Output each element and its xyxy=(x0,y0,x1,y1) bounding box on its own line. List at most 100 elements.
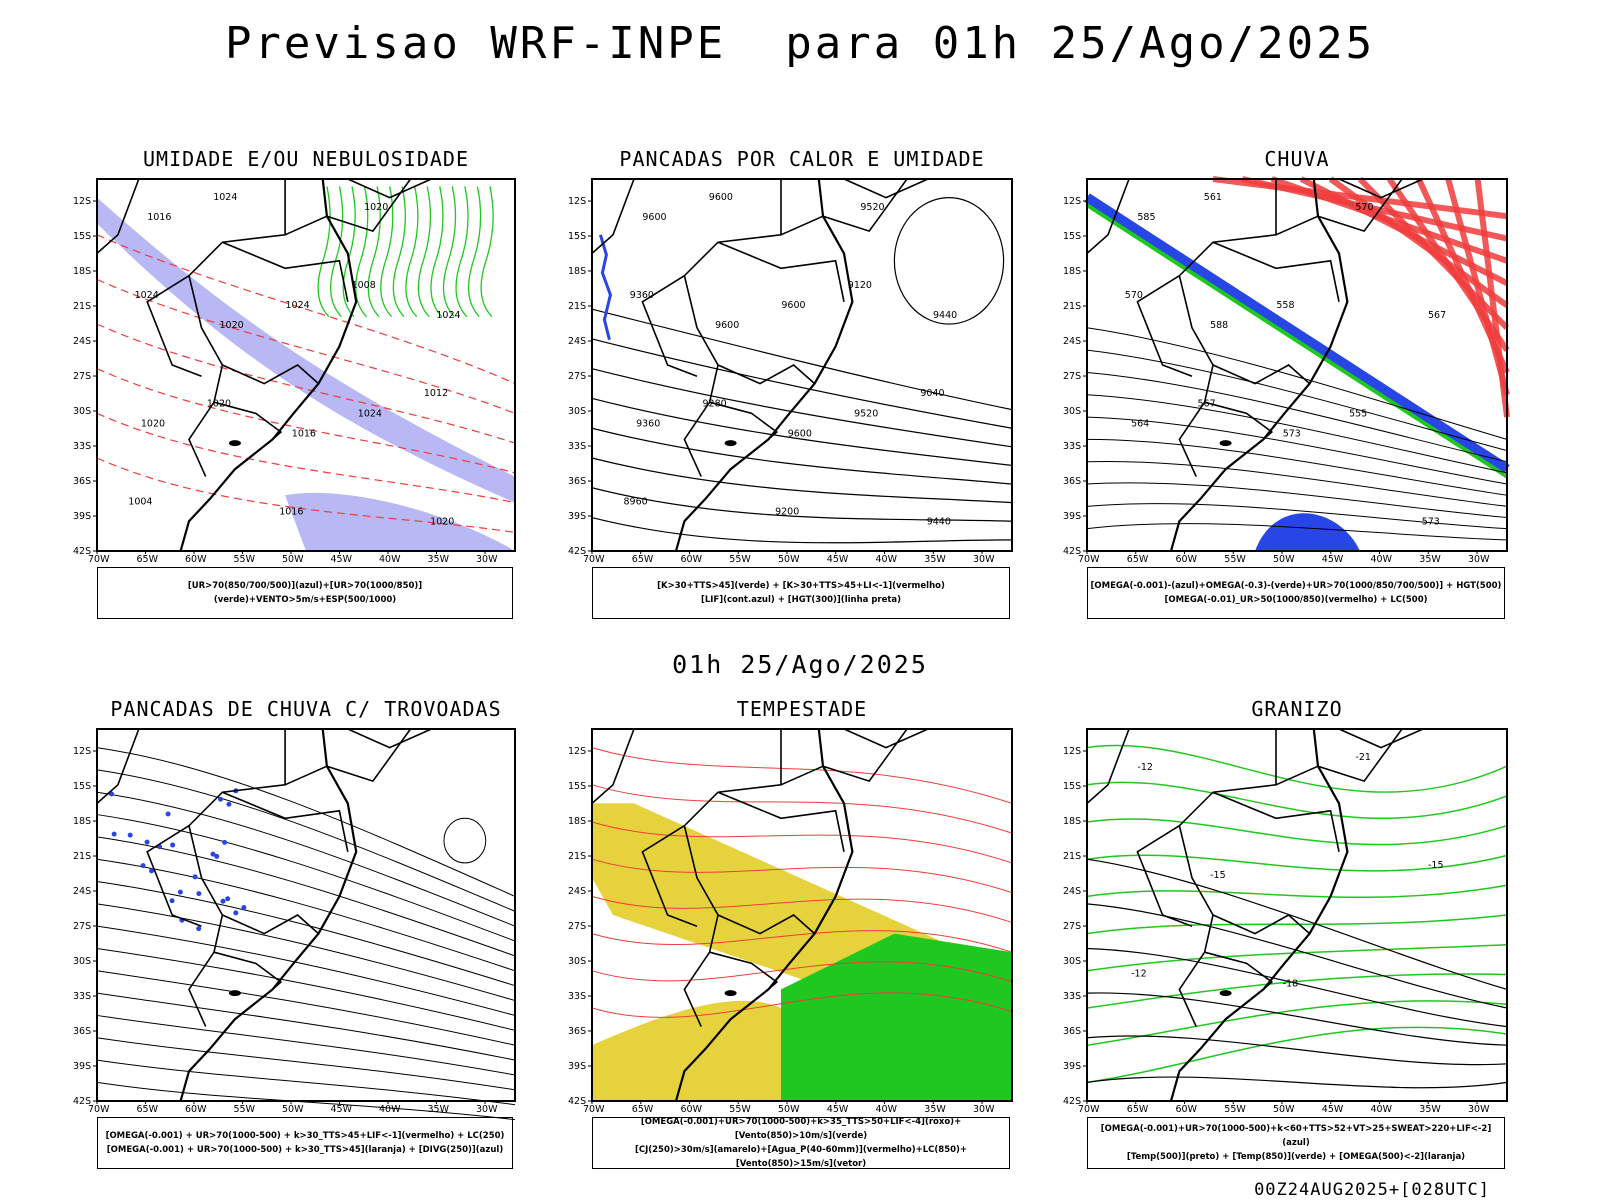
lon-label: 30W xyxy=(973,1104,995,1115)
divergence-spot xyxy=(145,840,150,845)
contour-label: 573 xyxy=(1283,428,1301,439)
green-humidity-contour xyxy=(481,186,493,316)
contour-label: 570 xyxy=(1125,290,1143,301)
lat-label: 18S xyxy=(568,816,586,827)
legend-box-chuva: [OMEGA(-0.001)-(azul)+OMEGA(-0.3)-(verde… xyxy=(1087,567,1505,619)
lat-label: 30S xyxy=(1063,956,1081,967)
lagoon xyxy=(229,990,241,996)
country-border xyxy=(592,729,634,803)
contour-label: 9600 xyxy=(715,320,739,331)
streamline xyxy=(97,748,515,897)
lon-label: 65W xyxy=(137,554,159,565)
country-border xyxy=(1339,729,1423,748)
lat-label: 30S xyxy=(73,956,91,967)
lon-label: 55W xyxy=(1224,1104,1246,1115)
hgt500-contour xyxy=(1087,439,1507,495)
lon-label: 65W xyxy=(137,1104,159,1115)
country-border xyxy=(718,792,844,852)
coastline xyxy=(181,729,357,1101)
country-border xyxy=(781,179,907,235)
divergence-spot xyxy=(141,863,146,868)
lon-label: 60W xyxy=(185,1104,207,1115)
lat-label: 36S xyxy=(568,1026,586,1037)
temp500-contour xyxy=(1087,1077,1507,1088)
lon-label: 45W xyxy=(1322,554,1344,565)
lon-label: 40W xyxy=(379,1104,401,1115)
contour-label: 9040 xyxy=(920,388,944,399)
lat-label: 36S xyxy=(73,476,91,487)
country-border xyxy=(214,952,281,989)
lat-label: 18S xyxy=(73,816,91,827)
contour-label: 9360 xyxy=(636,418,660,429)
contour-label: 9120 xyxy=(848,280,872,291)
map-tempestade: 12S15S18S21S24S27S30S33S36S39S42S70W 65W 6… xyxy=(592,729,1012,1101)
contour-label: 1020 xyxy=(207,398,231,409)
coastline xyxy=(1171,179,1347,551)
green-humidity-contour xyxy=(444,186,456,316)
lat-label: 27S xyxy=(568,921,586,932)
lat-label: 33S xyxy=(568,991,586,1002)
contour-label: 567 xyxy=(1428,310,1446,321)
lat-label: 18S xyxy=(1063,266,1081,277)
streamline xyxy=(97,1015,515,1075)
contour-label: 1004 xyxy=(128,497,152,508)
divergence-spot xyxy=(225,896,230,901)
lagoon xyxy=(725,440,737,446)
temp850-contour xyxy=(1087,782,1507,818)
temp850-contour xyxy=(1087,819,1507,845)
lat-label: 24S xyxy=(568,886,586,897)
lat-label: 30S xyxy=(1063,406,1081,417)
hgt500-contour xyxy=(1087,461,1507,506)
lat-label: 30S xyxy=(568,956,586,967)
panel-title-chuva: CHUVA xyxy=(1047,147,1547,171)
country-border xyxy=(844,179,928,198)
lat-label: 21S xyxy=(568,301,586,312)
lat-label: 18S xyxy=(1063,816,1081,827)
lat-label: 27S xyxy=(568,371,586,382)
lon-label: 50W xyxy=(1273,554,1295,565)
lat-label: 18S xyxy=(73,266,91,277)
lon-label: 60W xyxy=(1176,554,1198,565)
lon-label: 55W xyxy=(234,1104,256,1115)
contour-label: 585 xyxy=(1137,212,1155,223)
legend-line: [OMEGA(-0.001) + UR>70(1000-500) + k>30_… xyxy=(98,1143,512,1157)
lat-label: 39S xyxy=(73,511,91,522)
lon-label: 50W xyxy=(778,554,800,565)
hgt500-contour xyxy=(1087,483,1507,518)
legend-box-granizo: [OMEGA(-0.001)+UR>70(1000-500)+k<60+TTS>… xyxy=(1087,1117,1505,1169)
lon-label: 45W xyxy=(331,1104,353,1115)
streamline xyxy=(97,859,515,971)
lon-label: 30W xyxy=(1468,554,1490,565)
divergence-spot xyxy=(196,926,201,931)
lat-label: 33S xyxy=(73,991,91,1002)
contour-label: 9200 xyxy=(775,507,799,518)
green-humidity-contour xyxy=(431,186,443,316)
green-humidity-contour xyxy=(456,186,468,316)
green-humidity-contour xyxy=(469,186,481,316)
lon-label: 35W xyxy=(924,1104,946,1115)
temp500-contour xyxy=(1087,904,1507,1008)
lon-label: 60W xyxy=(1176,1104,1198,1115)
streamline xyxy=(97,1060,515,1105)
contour-label: -15 xyxy=(1210,870,1226,881)
contour-label: -12 xyxy=(1137,762,1153,773)
lon-label: 50W xyxy=(282,554,304,565)
hgt500-contour xyxy=(1087,372,1507,461)
lon-label: 70W xyxy=(1078,1104,1100,1115)
main-title: Previsao WRF-INPE para 01h 25/Ago/2025 xyxy=(0,18,1600,69)
legend-line: [OMEGA(-0.001) + UR>70(1000-500) + k>30_… xyxy=(98,1129,512,1143)
country-border xyxy=(222,242,347,302)
lat-label: 12S xyxy=(568,746,586,757)
lon-label: 65W xyxy=(632,554,654,565)
lat-label: 27S xyxy=(73,371,91,382)
lagoon xyxy=(1220,440,1232,446)
lat-label: 27S xyxy=(73,921,91,932)
contour-label: 9600 xyxy=(781,300,805,311)
green-humidity-contour xyxy=(406,186,418,316)
contour-label: 9520 xyxy=(854,408,878,419)
green-humidity-contour xyxy=(393,186,405,316)
panel-title-granizo: GRANIZO xyxy=(1047,697,1547,721)
lat-label: 24S xyxy=(73,336,91,347)
contour-label: -21 xyxy=(1355,752,1371,763)
omega-band-south xyxy=(1255,513,1360,551)
